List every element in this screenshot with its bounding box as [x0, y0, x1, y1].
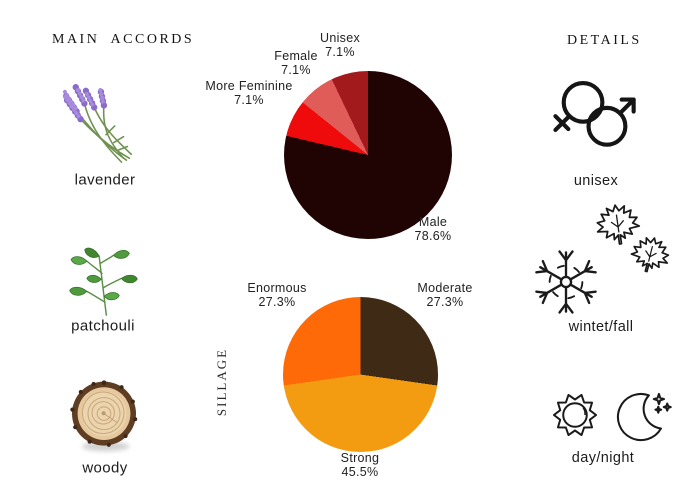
- female-male-interlocked-icon: [553, 80, 636, 147]
- sun-icon: [552, 393, 598, 437]
- sillage-pie-chart: [283, 297, 438, 452]
- lavender-sprig-image: [60, 83, 133, 163]
- moon-stars-icon: [616, 392, 672, 442]
- pie-label-moderate: Moderate 27.3%: [417, 281, 473, 309]
- accord-label-woody: woody: [82, 459, 128, 477]
- pie-label-more-feminine: More Feminine 7.1%: [205, 79, 293, 107]
- detail-label-day-night: day/night: [571, 450, 635, 466]
- main-accords-heading: MAIN ACCORDS: [52, 32, 195, 47]
- patchouli-leaves-image: [69, 247, 138, 316]
- wood-slice-image: [70, 380, 138, 452]
- maple-leaf-icon: [596, 204, 641, 245]
- pie-label-male: Male 78.6%: [414, 215, 452, 243]
- maple-leaf-icon: [630, 237, 670, 273]
- gender-pie-chart: [284, 71, 452, 239]
- snowflake-icon: [535, 250, 597, 314]
- pie-label-strong: Strong 45.5%: [340, 451, 380, 479]
- accord-label-patchouli: patchouli: [71, 317, 135, 335]
- detail-label-winter-fall: wintet/fall: [568, 319, 634, 335]
- accord-label-lavender: lavender: [74, 171, 136, 189]
- pie-label-unisex: Unisex 7.1%: [319, 31, 361, 59]
- details-heading: DETAILS: [567, 33, 642, 48]
- sillage-axis-title: SILLAGE: [214, 347, 229, 417]
- detail-label-unisex: unisex: [573, 173, 619, 189]
- pie-label-enormous: Enormous 27.3%: [247, 281, 307, 309]
- pie-label-female: Female 7.1%: [274, 49, 318, 77]
